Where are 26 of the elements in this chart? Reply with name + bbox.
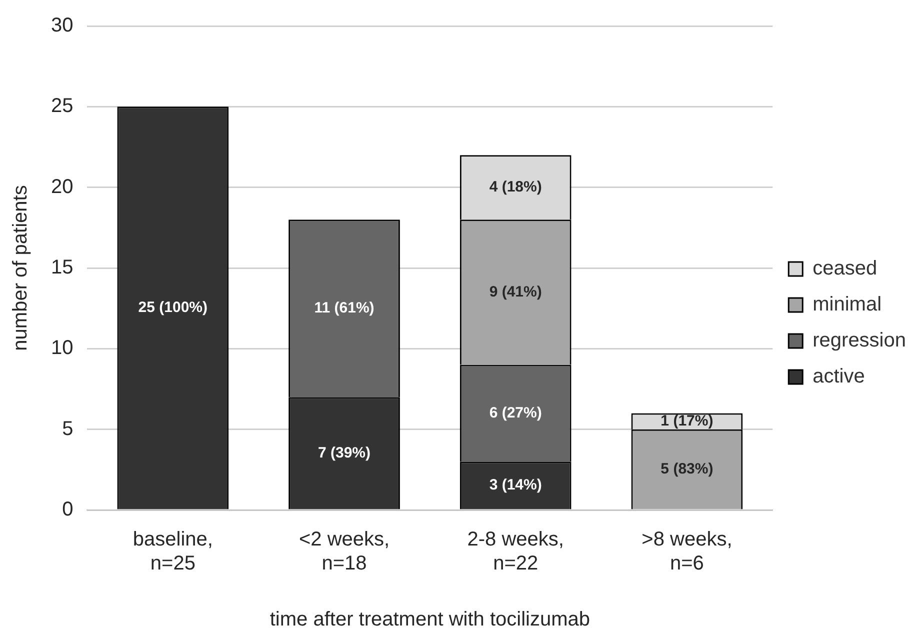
x-tick-label: baseline, n=25 (132, 528, 213, 575)
y-tick-label: 25 (50, 95, 74, 118)
y-axis-title: number of patients (10, 185, 32, 351)
legend-label: ceased (812, 258, 878, 280)
x-tick-label: >8 weeks, n=6 (642, 528, 732, 575)
x-tick-label: 2-8 weeks, n=22 (467, 528, 564, 575)
legend-label: active (812, 366, 865, 388)
data-label: 5 (83%) (660, 460, 714, 478)
y-tick-label: 15 (50, 256, 74, 279)
data-label: 11 (61%) (314, 299, 374, 316)
y-tick-label: 10 (50, 337, 74, 360)
x-tick-label: <2 weeks, n=18 (298, 528, 390, 575)
y-tick-label: 5 (62, 418, 74, 440)
data-label: 9 (41%) (489, 283, 542, 300)
data-label: 4 (18%) (489, 178, 542, 196)
y-tick-label: 0 (62, 498, 74, 521)
data-label: 25 (100%) (138, 299, 208, 316)
data-label: 7 (39%) (318, 444, 371, 462)
x-axis-title: time after treatment with tocilizumab (270, 608, 590, 631)
data-label: 6 (27%) (489, 404, 542, 422)
y-tick-label: 20 (50, 176, 74, 198)
legend-label: minimal (812, 294, 882, 316)
data-label: 1 (17%) (660, 412, 714, 430)
y-tick-label: 30 (50, 14, 74, 37)
legend-label: regression (812, 330, 906, 352)
data-label: 3 (14%) (489, 476, 542, 494)
